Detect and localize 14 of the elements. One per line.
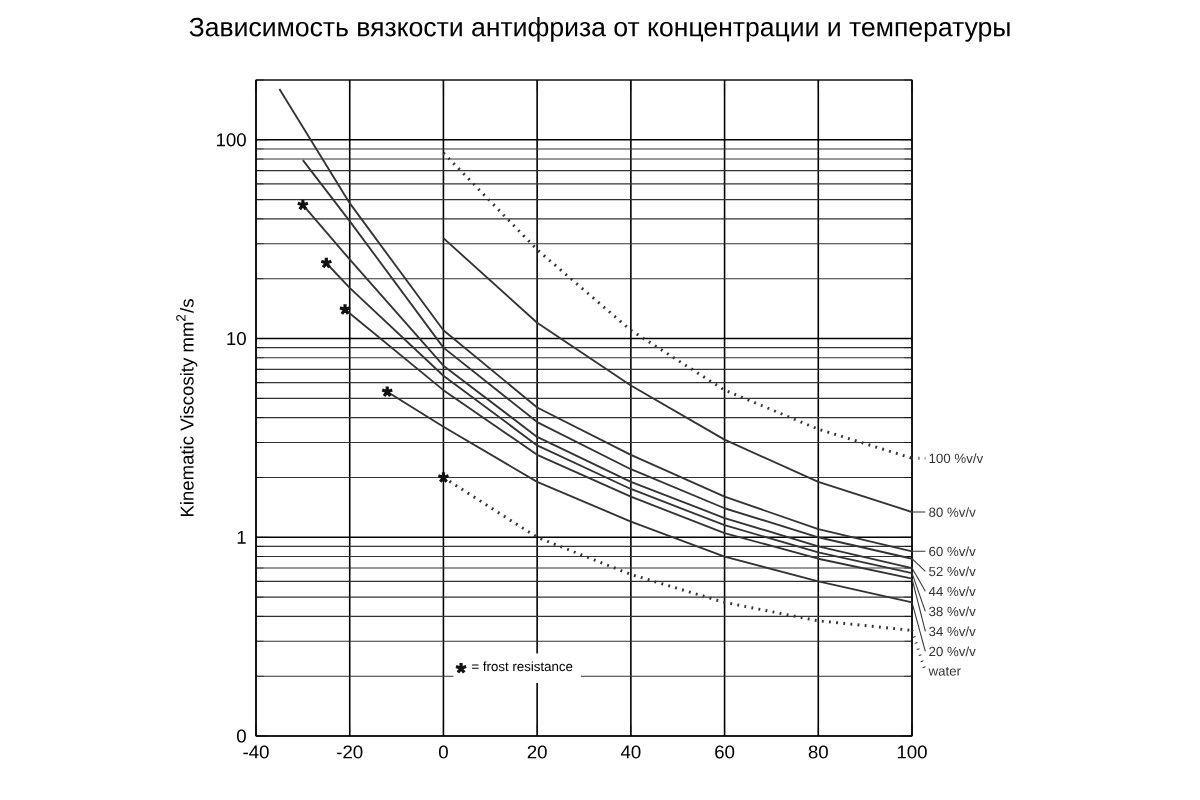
chart-title: Зависимость вязкости антифриза от концентрации и температуры — [189, 16, 1010, 42]
x-tick-label: 60 — [715, 745, 735, 759]
x-tick-label: 20 — [527, 745, 547, 759]
x-tick-label: 40 — [620, 745, 641, 759]
y-axis-title: Kinematic Viscosity mm$^{2}$/s — [176, 299, 198, 517]
x-tick-label: 0 — [438, 745, 448, 759]
x-tick-label: 80 — [808, 745, 828, 759]
y-tick-label: 100 — [217, 133, 246, 147]
x-tick-label: 100 — [897, 745, 927, 759]
y-tick-label: 0 — [236, 729, 246, 743]
y-tick-label: 1 — [237, 530, 246, 544]
x-tick-label: -20 — [337, 745, 363, 759]
x-tick-label: -40 — [243, 745, 269, 759]
y-tick-label: 10 — [227, 331, 246, 346]
